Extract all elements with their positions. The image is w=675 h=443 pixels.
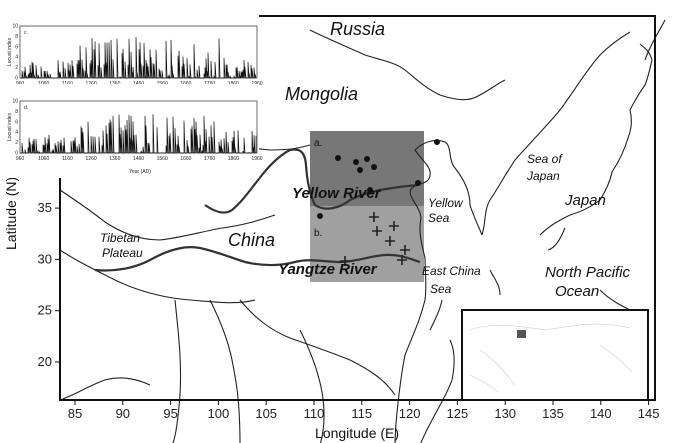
region-b bbox=[310, 206, 424, 282]
inset-x-tick: 1060 bbox=[38, 156, 49, 162]
inset-y-tick: 2 bbox=[15, 65, 18, 71]
inset-y-tick: 0 bbox=[15, 151, 18, 157]
inset-plot-d: d. Locust index Year (AD) 0 2 4 6 8 10 960 1060… bbox=[2, 84, 263, 178]
inset-y-tick: 6 bbox=[15, 44, 18, 50]
yellow-sea-label-2: Sea bbox=[428, 211, 450, 225]
x-axis-label: Longitude (E) bbox=[315, 425, 399, 441]
x-tick-label: 145 bbox=[638, 406, 660, 421]
inset-d-xlabel: Year (AD) bbox=[129, 169, 151, 175]
inset-x-tick: 960 bbox=[16, 156, 25, 162]
x-tick-label: 140 bbox=[590, 406, 612, 421]
series-d-line bbox=[20, 114, 257, 154]
site-marker bbox=[317, 213, 323, 219]
panel-d-label: d. bbox=[24, 105, 28, 111]
region-a-sites bbox=[317, 139, 440, 219]
east-china-sea-label-2: Sea bbox=[430, 282, 452, 296]
y-tick-label: 30 bbox=[38, 251, 52, 266]
series-c-line bbox=[20, 36, 257, 80]
site-cross bbox=[397, 255, 407, 265]
inset-x-tick: 1160 bbox=[62, 156, 73, 162]
site-marker bbox=[371, 164, 377, 170]
inset-d-ylabel: Locust index bbox=[7, 112, 13, 141]
locator-box bbox=[517, 330, 526, 338]
russia-label: Russia bbox=[330, 19, 385, 39]
x-tick-label: 130 bbox=[494, 406, 516, 421]
china-label: China bbox=[228, 230, 275, 250]
y-tick-label: 25 bbox=[38, 303, 52, 318]
inset-x-tick: 1760 bbox=[204, 156, 215, 162]
site-marker bbox=[415, 180, 421, 186]
yangtze-river-line bbox=[94, 246, 421, 272]
x-axis-ticks: 85 90 95 100 105 110 115 120 125 130 135 140 145 bbox=[68, 400, 660, 421]
inset-x-tick: 1560 bbox=[157, 156, 168, 162]
tibetan-label-2: Plateau bbox=[102, 246, 143, 260]
y-tick-label: 20 bbox=[38, 354, 52, 369]
x-tick-label: 100 bbox=[208, 406, 230, 421]
region-b-sites bbox=[340, 212, 410, 266]
x-tick-label: 120 bbox=[399, 406, 421, 421]
site-marker bbox=[357, 167, 363, 173]
japan-label: Japan bbox=[564, 192, 606, 209]
inset-c-ylabel: Locust index bbox=[7, 37, 13, 66]
inset-y-tick: 4 bbox=[15, 130, 18, 136]
inset-y-tick: 6 bbox=[15, 119, 18, 125]
panel-c-label: c. bbox=[24, 30, 28, 36]
x-tick-label: 110 bbox=[304, 406, 325, 421]
region-a-label: a. bbox=[314, 138, 322, 149]
region-b-label: b. bbox=[314, 228, 322, 239]
tibetan-label-1: Tibetan bbox=[100, 231, 140, 245]
yellow-river-label: Yellow River bbox=[292, 185, 382, 202]
x-tick-label: 125 bbox=[447, 406, 469, 421]
site-cross bbox=[340, 256, 350, 266]
inset-x-tick: 1460 bbox=[133, 156, 144, 162]
yellow-sea-label-1: Yellow bbox=[428, 196, 464, 210]
site-marker bbox=[434, 139, 440, 145]
x-tick-label: 105 bbox=[255, 406, 277, 421]
site-cross bbox=[369, 212, 379, 222]
world-locator-inset bbox=[461, 309, 649, 401]
x-tick-label: 95 bbox=[163, 406, 177, 421]
inset-y-tick: 10 bbox=[12, 24, 18, 30]
inset-y-tick: 10 bbox=[12, 99, 18, 105]
east-china-sea-label-1: East China bbox=[422, 264, 481, 278]
y-axis-label: Latitude (N) bbox=[3, 177, 19, 250]
sea-of-japan-label-2: Japan bbox=[526, 169, 560, 183]
site-cross bbox=[385, 236, 395, 246]
north-pacific-label-2: Ocean bbox=[555, 283, 599, 300]
inset-x-tick: 1260 bbox=[86, 156, 97, 162]
inset-y-tick: 2 bbox=[15, 140, 18, 146]
x-tick-label: 115 bbox=[351, 406, 372, 421]
sea-of-japan-label-1: Sea of bbox=[527, 152, 563, 166]
inset-x-tick: 1860 bbox=[228, 156, 239, 162]
inset-y-tick: 8 bbox=[15, 109, 18, 115]
site-cross bbox=[372, 226, 382, 236]
x-tick-label: 85 bbox=[68, 406, 82, 421]
north-pacific-label-1: North Pacific bbox=[545, 264, 631, 281]
inset-x-tick: 1660 bbox=[180, 156, 191, 162]
site-cross bbox=[389, 221, 399, 231]
inset-plot-c: c. Locust index 024681096010601160126013… bbox=[2, 14, 263, 87]
yangtze-river-label: Yangtze River bbox=[278, 261, 378, 278]
inset-x-tick: 1960 bbox=[251, 156, 262, 162]
coastlines bbox=[59, 19, 666, 443]
inset-y-tick: 4 bbox=[15, 55, 18, 61]
inset-x-tick: 1360 bbox=[109, 156, 120, 162]
site-cross bbox=[400, 245, 410, 255]
y-tick-label: 35 bbox=[38, 200, 52, 215]
x-tick-label: 90 bbox=[116, 406, 130, 421]
site-marker bbox=[335, 155, 341, 161]
site-marker bbox=[364, 156, 370, 162]
site-marker bbox=[353, 159, 359, 165]
mongolia-label: Mongolia bbox=[285, 84, 358, 104]
x-tick-label: 135 bbox=[542, 406, 564, 421]
inset-y-tick: 0 bbox=[15, 76, 18, 82]
site-marker bbox=[367, 187, 373, 193]
inset-y-tick: 8 bbox=[15, 34, 18, 40]
